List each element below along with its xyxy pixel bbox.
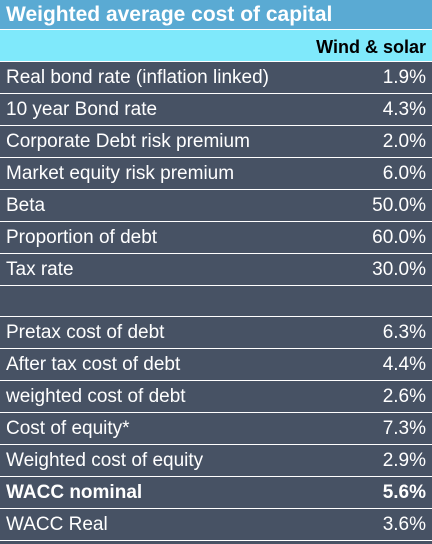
table-row: Weighted cost of equity 2.9% (0, 445, 432, 477)
row-value: 2.0% (382, 131, 426, 152)
row-label: Proportion of debt (6, 227, 158, 248)
table-row-wacc-nominal: WACC nominal 5.6% (0, 477, 432, 509)
table-row: Market equity risk premium 6.0% (0, 158, 432, 190)
table-row: Beta 50.0% (0, 190, 432, 222)
row-value: 1.9% (382, 67, 426, 88)
table-row: Cost of equity* 7.3% (0, 413, 432, 445)
row-label: Market equity risk premium (6, 163, 235, 184)
row-label: WACC nominal (6, 482, 143, 503)
table-row: Proportion of debt 60.0% (0, 222, 432, 254)
row-value: 60.0% (372, 227, 426, 248)
row-value: 4.4% (382, 354, 426, 375)
row-value: 50.0% (372, 195, 426, 216)
row-label: WACC Real (6, 514, 108, 535)
column-header: Wind & solar (0, 30, 432, 62)
wacc-table: Real bond rate (inflation linked) 1.9% 1… (0, 62, 432, 541)
row-value: 7.3% (382, 418, 426, 439)
row-label: Beta (6, 195, 46, 216)
row-value: 6.0% (382, 163, 426, 184)
page-title: Weighted average cost of capital (0, 0, 432, 30)
row-label: Corporate Debt risk premium (6, 131, 250, 152)
table-row: Pretax cost of debt 6.3% (0, 317, 432, 349)
row-value: 5.6% (382, 482, 426, 503)
row-label: weighted cost of debt (6, 386, 186, 407)
row-label: After tax cost of debt (6, 354, 181, 375)
blank-row (0, 286, 432, 317)
row-label: Cost of equity* (6, 418, 130, 439)
row-label: Tax rate (6, 259, 74, 280)
row-value: 2.9% (382, 450, 426, 471)
row-label: Pretax cost of debt (6, 322, 165, 343)
row-value: 4.3% (382, 99, 426, 120)
row-value: 3.6% (382, 514, 426, 535)
table-row: After tax cost of debt 4.4% (0, 349, 432, 381)
row-label: Weighted cost of equity (6, 450, 204, 471)
table-row: 10 year Bond rate 4.3% (0, 94, 432, 126)
row-value: 30.0% (372, 259, 426, 280)
table-row: Corporate Debt risk premium 2.0% (0, 126, 432, 158)
row-label: Real bond rate (inflation linked) (6, 67, 269, 88)
table-row: weighted cost of debt 2.6% (0, 381, 432, 413)
row-value: 6.3% (382, 322, 426, 343)
table-row: Real bond rate (inflation linked) 1.9% (0, 62, 432, 94)
table-row: WACC Real 3.6% (0, 509, 432, 541)
row-value: 2.6% (382, 386, 426, 407)
table-row: Tax rate 30.0% (0, 254, 432, 286)
row-label: 10 year Bond rate (6, 99, 158, 120)
